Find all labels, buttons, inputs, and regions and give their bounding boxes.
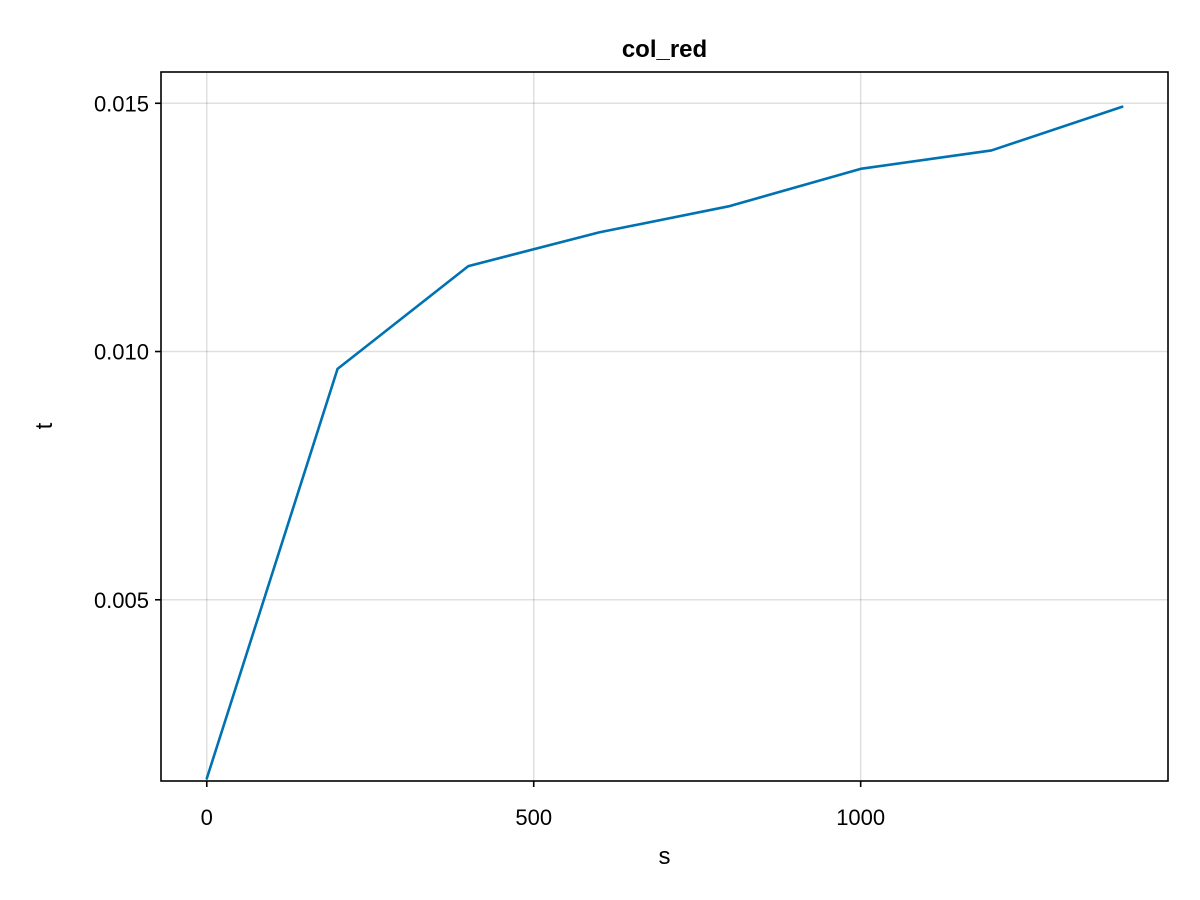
chart-title: col_red bbox=[622, 36, 707, 63]
series-layer bbox=[205, 105, 1124, 780]
y-axis-label: t bbox=[31, 422, 58, 429]
y-tick-label: 0.005 bbox=[94, 588, 149, 613]
y-tick-label: 0.010 bbox=[94, 340, 149, 365]
grid-layer bbox=[161, 72, 1168, 781]
tick-layer: 0 500 1000 0.005 0.010 0.015 bbox=[94, 91, 885, 830]
series-line bbox=[205, 105, 1124, 780]
x-tick-label: 0 bbox=[201, 805, 213, 830]
plot-frame bbox=[160, 71, 1169, 782]
x-tick-label: 500 bbox=[515, 805, 552, 830]
x-axis-label: s bbox=[659, 843, 671, 870]
y-tick-label: 0.015 bbox=[94, 91, 149, 116]
x-tick-label: 1000 bbox=[836, 805, 885, 830]
